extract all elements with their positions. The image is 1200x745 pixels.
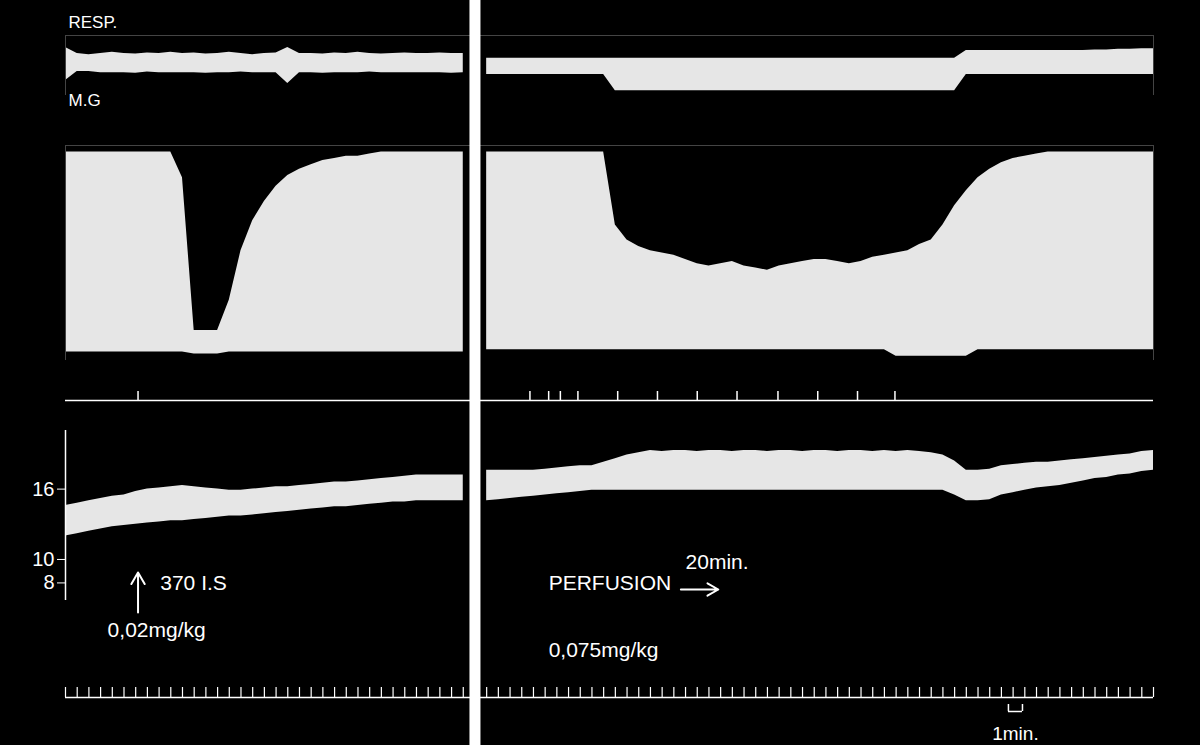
svg-text:RESP.: RESP. [69, 13, 118, 32]
svg-text:0,075mg/kg: 0,075mg/kg [549, 638, 659, 661]
svg-text:10: 10 [32, 548, 54, 570]
svg-text:M.G: M.G [69, 91, 101, 110]
svg-text:8: 8 [43, 571, 54, 593]
svg-text:20min.: 20min. [686, 550, 749, 573]
svg-text:370 I.S: 370 I.S [160, 571, 227, 594]
svg-text:0,02mg/kg: 0,02mg/kg [108, 618, 206, 641]
svg-text:1min.: 1min. [992, 723, 1038, 744]
svg-text:PERFUSION: PERFUSION [549, 571, 672, 594]
svg-text:16: 16 [32, 478, 54, 500]
